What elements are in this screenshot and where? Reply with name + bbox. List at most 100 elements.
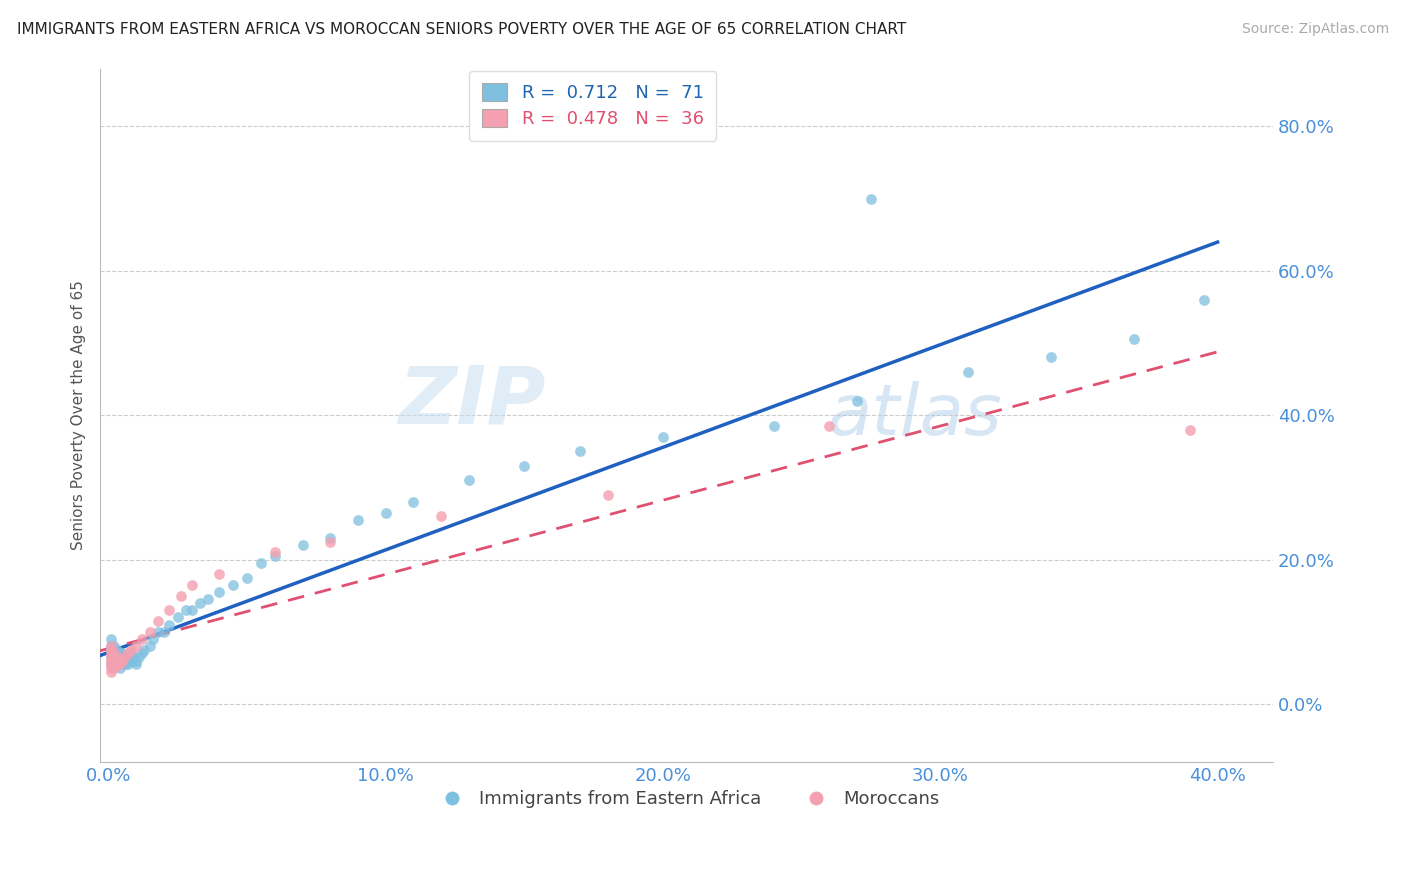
Point: [114, 650, 136, 665]
Point: [111, 654, 134, 668]
Point: [148, 614, 170, 628]
Text: atlas: atlas: [827, 381, 1002, 450]
Point: [131, 647, 153, 661]
Point: [142, 632, 165, 646]
Point: [108, 657, 131, 672]
Point: [117, 647, 139, 661]
Point: [103, 654, 125, 668]
Point: [105, 650, 128, 665]
Point: [180, 603, 202, 617]
Point: [1123, 332, 1146, 346]
Point: [291, 538, 314, 552]
Point: [108, 647, 131, 661]
Point: [458, 473, 481, 487]
Point: [430, 509, 453, 524]
Point: [103, 643, 125, 657]
Point: [108, 654, 131, 668]
Point: [159, 617, 181, 632]
Point: [180, 578, 202, 592]
Point: [125, 654, 148, 668]
Point: [100, 643, 122, 657]
Point: [263, 549, 285, 563]
Point: [111, 657, 134, 672]
Point: [100, 657, 122, 672]
Point: [125, 639, 148, 653]
Point: [100, 661, 122, 675]
Point: [319, 534, 342, 549]
Point: [100, 647, 122, 661]
Point: [596, 487, 619, 501]
Point: [818, 419, 841, 434]
Point: [250, 556, 273, 570]
Point: [122, 654, 145, 668]
Point: [105, 657, 128, 672]
Point: [374, 506, 396, 520]
Point: [125, 657, 148, 672]
Point: [103, 657, 125, 672]
Point: [108, 661, 131, 675]
Point: [100, 657, 122, 672]
Point: [111, 654, 134, 668]
Point: [117, 654, 139, 668]
Point: [103, 661, 125, 675]
Point: [120, 654, 142, 668]
Point: [188, 596, 211, 610]
Point: [148, 624, 170, 639]
Point: [105, 650, 128, 665]
Point: [114, 650, 136, 665]
Point: [139, 639, 162, 653]
Point: [122, 650, 145, 665]
Point: [153, 624, 176, 639]
Point: [131, 632, 153, 646]
Point: [108, 654, 131, 668]
Point: [103, 647, 125, 661]
Point: [846, 393, 869, 408]
Point: [105, 654, 128, 668]
Point: [236, 571, 259, 585]
Point: [128, 650, 150, 665]
Point: [197, 592, 219, 607]
Point: [114, 657, 136, 672]
Point: [105, 643, 128, 657]
Point: [100, 665, 122, 679]
Point: [111, 650, 134, 665]
Text: Source: ZipAtlas.com: Source: ZipAtlas.com: [1241, 22, 1389, 37]
Point: [139, 624, 162, 639]
Point: [103, 639, 125, 653]
Point: [100, 654, 122, 668]
Point: [859, 192, 882, 206]
Point: [103, 654, 125, 668]
Point: [100, 639, 122, 653]
Point: [513, 458, 536, 473]
Point: [105, 657, 128, 672]
Point: [169, 589, 191, 603]
Point: [120, 643, 142, 657]
Point: [100, 632, 122, 646]
Point: [222, 578, 245, 592]
Point: [120, 647, 142, 661]
Point: [568, 444, 591, 458]
Point: [1040, 351, 1063, 365]
Point: [319, 531, 342, 545]
Point: [134, 643, 156, 657]
Point: [762, 419, 785, 434]
Y-axis label: Seniors Poverty Over the Age of 65: Seniors Poverty Over the Age of 65: [72, 280, 86, 550]
Point: [103, 650, 125, 665]
Point: [347, 513, 370, 527]
Point: [159, 603, 181, 617]
Point: [100, 639, 122, 653]
Point: [100, 650, 122, 665]
Point: [1192, 293, 1215, 307]
Point: [103, 657, 125, 672]
Text: IMMIGRANTS FROM EASTERN AFRICA VS MOROCCAN SENIORS POVERTY OVER THE AGE OF 65 CO: IMMIGRANTS FROM EASTERN AFRICA VS MOROCC…: [17, 22, 905, 37]
Point: [174, 603, 197, 617]
Point: [100, 650, 122, 665]
Point: [105, 647, 128, 661]
Point: [1178, 423, 1201, 437]
Point: [166, 610, 188, 624]
Point: [103, 650, 125, 665]
Legend: Immigrants from Eastern Africa, Moroccans: Immigrants from Eastern Africa, Moroccan…: [427, 782, 946, 815]
Point: [208, 585, 231, 599]
Point: [956, 365, 979, 379]
Point: [652, 430, 675, 444]
